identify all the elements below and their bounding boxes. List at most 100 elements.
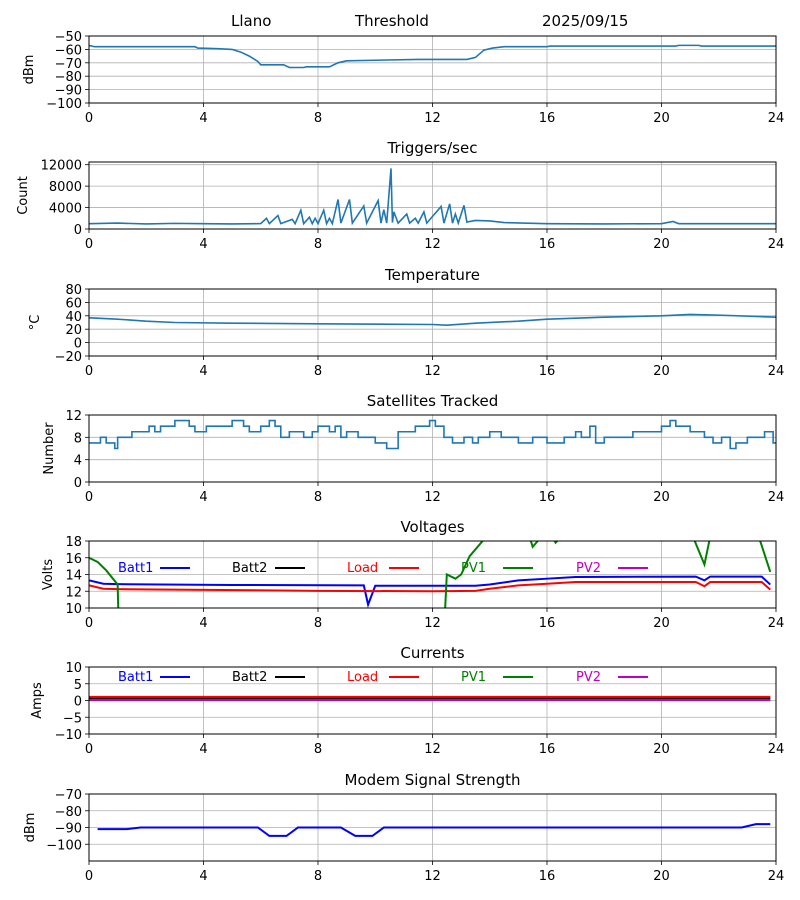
axes-frame	[88, 540, 777, 609]
subplot-1: Triggers/sec 0 4 8 12 16 20 24 0 4000 8000 12000 Cou…	[16, 139, 784, 252]
y-axis-label: Number	[42, 422, 57, 475]
x-tick-label: 16	[539, 616, 556, 631]
x-tick-label: 20	[653, 869, 670, 884]
x-tick-label: 0	[85, 490, 93, 505]
x-tick-label: 16	[539, 490, 556, 505]
site-name: Llano	[231, 12, 272, 30]
y-tick-label: −10	[55, 728, 82, 743]
axes-frame	[88, 666, 777, 735]
subplot-title: Voltages	[400, 518, 464, 536]
legend-label: Batt1	[118, 670, 153, 685]
y-tick-label: 12	[65, 409, 82, 424]
subplot-3: Satellites Tracked 0 4 8 12 16 20 24 0 4 8 12 Number	[42, 392, 784, 505]
series-line-temperature	[89, 313, 776, 326]
x-tick-label: 20	[653, 742, 670, 757]
x-tick-label: 8	[314, 742, 322, 757]
y-tick-label: −60	[55, 43, 82, 58]
legend-label: Load	[347, 670, 378, 685]
y-tick-label: −100	[46, 97, 82, 112]
x-tick-label: 4	[199, 111, 207, 126]
y-tick-label: 80	[65, 283, 82, 298]
x-tick-label: 12	[424, 364, 441, 379]
y-tick-label: 10	[65, 602, 82, 617]
x-tick-label: 20	[653, 111, 670, 126]
series-line-threshold	[89, 44, 776, 69]
series-line-satellites	[89, 419, 776, 450]
y-tick-label: 14	[65, 569, 82, 584]
y-tick-label: 18	[65, 535, 82, 550]
x-tick-label: 8	[314, 869, 322, 884]
axes-frame	[88, 288, 777, 357]
x-tick-label: 20	[653, 364, 670, 379]
x-tick-label: 4	[199, 237, 207, 252]
y-tick-label: 20	[65, 323, 82, 338]
series-line-batt1	[89, 575, 771, 608]
x-tick-label: 4	[199, 742, 207, 757]
y-axis-label: Volts	[41, 559, 56, 591]
figure-title: Threshold	[355, 12, 429, 30]
x-tick-label: 12	[424, 616, 441, 631]
y-tick-label: 0	[74, 223, 82, 238]
legend-label: Batt2	[232, 670, 267, 685]
y-tick-label: 10	[65, 661, 82, 676]
series-line-modem	[97, 823, 771, 837]
axes-frame	[88, 414, 777, 483]
x-tick-label: 8	[314, 364, 322, 379]
x-tick-label: 8	[314, 616, 322, 631]
x-tick-label: 0	[85, 742, 93, 757]
y-tick-label: 4000	[49, 202, 82, 217]
x-tick-label: 16	[539, 742, 556, 757]
date-label: 2025/09/15	[542, 12, 629, 30]
subplot-title: Currents	[400, 644, 464, 662]
x-tick-label: 8	[314, 490, 322, 505]
subplot-title: Temperature	[384, 266, 480, 284]
x-tick-label: 20	[653, 616, 670, 631]
y-tick-label: 60	[65, 296, 82, 311]
x-tick-label: 24	[768, 237, 785, 252]
series-line-pv1	[89, 541, 772, 608]
y-tick-label: 40	[65, 310, 82, 325]
x-tick-label: 0	[85, 111, 93, 126]
y-axis-label: Count	[16, 176, 31, 215]
y-axis-label: dBm	[23, 813, 38, 843]
x-tick-label: 16	[539, 364, 556, 379]
legend-label: PV2	[576, 670, 601, 685]
x-tick-label: 4	[199, 616, 207, 631]
x-tick-label: 20	[653, 490, 670, 505]
axes-frame	[88, 793, 777, 862]
y-tick-label: −80	[55, 805, 82, 820]
subplot-0: 0 4 8 12 16 20 24 −100−90−80−70−60−50 dBm	[22, 30, 784, 126]
y-axis-label: dBm	[22, 55, 37, 85]
x-tick-label: 0	[85, 869, 93, 884]
y-tick-label: 12	[65, 585, 82, 600]
legend-label: PV2	[576, 561, 601, 576]
series-line-triggers	[89, 168, 776, 226]
y-tick-label: 0	[74, 337, 82, 352]
x-tick-label: 16	[539, 237, 556, 252]
x-tick-label: 0	[85, 237, 93, 252]
x-tick-label: 12	[424, 869, 441, 884]
x-tick-label: 16	[539, 111, 556, 126]
legend-label: PV1	[461, 561, 486, 576]
y-tick-label: 4	[74, 454, 82, 469]
x-tick-label: 4	[199, 869, 207, 884]
x-tick-label: 24	[768, 742, 785, 757]
x-tick-label: 0	[85, 364, 93, 379]
x-tick-label: 24	[768, 490, 785, 505]
y-tick-label: 5	[74, 678, 82, 693]
legend-label: Batt2	[232, 561, 267, 576]
x-tick-label: 12	[424, 111, 441, 126]
x-tick-label: 24	[768, 111, 785, 126]
x-tick-label: 24	[768, 616, 785, 631]
x-tick-label: 8	[314, 237, 322, 252]
x-tick-label: 0	[85, 616, 93, 631]
y-tick-label: 8000	[49, 180, 82, 195]
axes-frame	[88, 35, 777, 104]
series-line-load	[89, 581, 771, 593]
x-tick-label: 4	[199, 364, 207, 379]
y-tick-label: −90	[55, 84, 82, 99]
x-tick-label: 20	[653, 237, 670, 252]
y-tick-label: 0	[74, 695, 82, 710]
